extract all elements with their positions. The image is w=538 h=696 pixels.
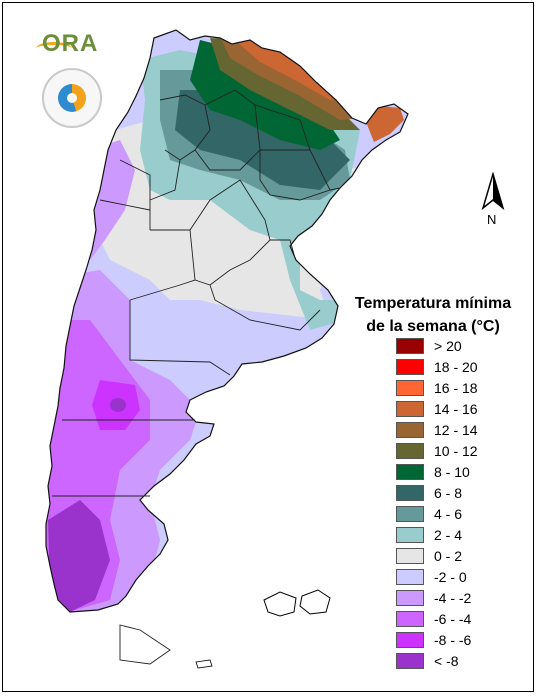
legend-label: 14 - 16 xyxy=(434,401,478,417)
legend-swatch xyxy=(396,590,424,606)
legend-label: 16 - 18 xyxy=(434,380,478,396)
legend-label: -8 - -6 xyxy=(434,632,472,648)
legend-label: 18 - 20 xyxy=(434,359,478,375)
legend-label: -2 - 0 xyxy=(434,569,467,585)
legend-swatch xyxy=(396,485,424,501)
legend-item: < -8 xyxy=(396,653,526,669)
legend-swatch xyxy=(396,380,424,396)
legend-item: 18 - 20 xyxy=(396,359,526,375)
legend-swatch xyxy=(396,569,424,585)
isla-de-los-estados xyxy=(195,659,213,669)
legend-swatch xyxy=(396,632,424,648)
legend-label: 2 - 4 xyxy=(434,527,463,543)
ora-logo-text: ORA xyxy=(42,30,99,57)
legend-item: -2 - 0 xyxy=(396,569,526,585)
legend-label: 0 - 2 xyxy=(434,548,463,564)
legend-item: 10 - 12 xyxy=(396,443,526,459)
legend-item: -6 - -4 xyxy=(396,611,526,627)
legend-item: 14 - 16 xyxy=(396,401,526,417)
legend-label: -4 - -2 xyxy=(434,590,472,606)
zone-14-16-misiones xyxy=(366,106,404,142)
legend-swatch xyxy=(396,611,424,627)
legend-item: -4 - -2 xyxy=(396,590,526,606)
zone-below-minus8-south xyxy=(48,500,110,612)
country-outline xyxy=(45,29,409,613)
ora-swoosh-icon xyxy=(36,42,72,55)
legend-title-line2: de la semana (°C) xyxy=(366,318,500,335)
legend-label: -6 - -4 xyxy=(434,611,472,627)
zone-below-minus8-center xyxy=(110,398,126,412)
legend-swatch xyxy=(396,464,424,480)
legend-swatch xyxy=(396,506,424,522)
legend-item: 6 - 8 xyxy=(396,485,526,501)
legend-swatch xyxy=(396,527,424,543)
north-arrow-icon xyxy=(481,171,505,211)
legend-item: 8 - 10 xyxy=(396,464,526,480)
legend-swatch xyxy=(396,401,424,417)
legend-swatch xyxy=(396,653,424,669)
north-label: N xyxy=(487,212,497,227)
north-arrow: N xyxy=(478,171,508,232)
legend-label: > 20 xyxy=(434,338,462,354)
smn-emblem-icon xyxy=(58,84,86,112)
legend-item: 2 - 4 xyxy=(396,527,526,543)
legend-item: 12 - 14 xyxy=(396,422,526,438)
legend-title-line1: Temperatura mínima xyxy=(354,295,512,312)
legend-item: 0 - 2 xyxy=(396,548,526,564)
legend-swatch xyxy=(396,548,424,564)
legend-swatch xyxy=(396,422,424,438)
zone-6-8 xyxy=(175,90,350,190)
legend-item: 16 - 18 xyxy=(396,380,526,396)
zone-14-16 xyxy=(230,36,340,100)
province-borders xyxy=(52,89,341,665)
ora-logo: ORA xyxy=(36,30,106,60)
legend-swatch xyxy=(396,359,424,375)
legend-item: 4 - 6 xyxy=(396,506,526,522)
legend-label: < -8 xyxy=(434,653,459,669)
legend-label: 6 - 8 xyxy=(434,485,463,501)
legend-label: 10 - 12 xyxy=(434,443,478,459)
legend-label: 12 - 14 xyxy=(434,422,478,438)
smn-logo xyxy=(42,68,102,128)
legend-item: -8 - -6 xyxy=(396,632,526,648)
legend-label: 8 - 10 xyxy=(434,464,470,480)
legend-label: 4 - 6 xyxy=(434,506,463,522)
legend-swatch xyxy=(396,443,424,459)
legend-swatch xyxy=(396,338,424,354)
legend-title: Temperatura mínima de la semana (°C) xyxy=(338,292,528,338)
legend-item: > 20 xyxy=(396,338,526,354)
malvinas-islands xyxy=(263,589,331,617)
